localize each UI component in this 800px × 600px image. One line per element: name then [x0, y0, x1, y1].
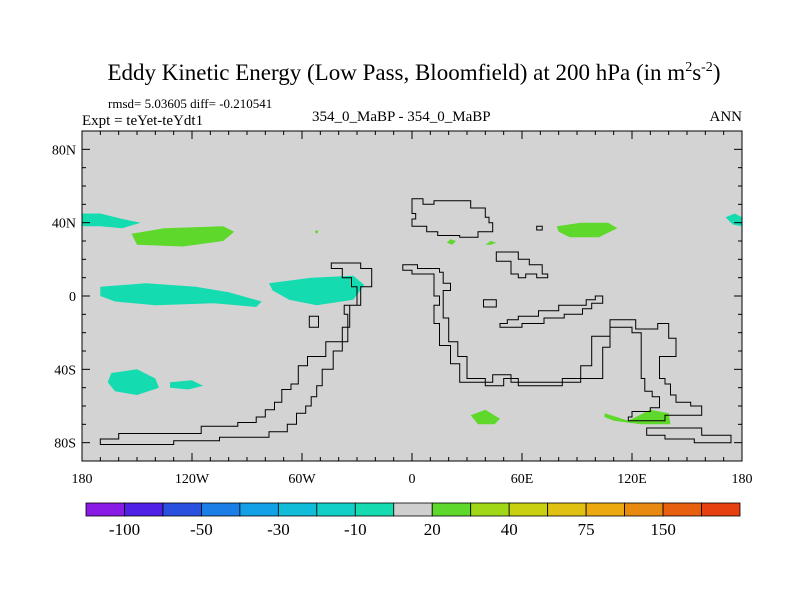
expt-label: Expt = teYet-teYdt1: [82, 113, 203, 129]
title-close: ): [713, 60, 721, 85]
colorbar-swatch: [508, 502, 549, 517]
contour-asia-ridge: [495, 251, 549, 279]
lon-tick-label: 0: [409, 472, 416, 487]
colorbar-swatch: [162, 502, 202, 517]
case-label: 354_0_MaBP - 354_0_MaBP: [312, 109, 491, 125]
colorbar-swatch: [624, 502, 664, 517]
colorbar-swatch: [277, 502, 318, 517]
lat-tick-label: 80S: [54, 437, 76, 452]
colorbar-swatch: [585, 502, 625, 517]
anomaly-cyan-s-pacific-small: [170, 380, 203, 390]
colorbar-label: -10: [344, 520, 367, 539]
title-sup-1: 2: [685, 60, 692, 75]
colorbar-label: 20: [424, 520, 441, 539]
lon-tick-label: 120E: [617, 472, 647, 487]
lon-tick-label: 60E: [511, 472, 534, 487]
colorbar-swatch: [85, 502, 125, 517]
colorbar-label: -50: [190, 520, 213, 539]
title-s: s: [692, 60, 701, 85]
contour-atlantic-blob: [402, 264, 703, 422]
map-frame: [81, 130, 743, 462]
contour-n-africa-blob: [411, 198, 494, 238]
contour-pacific-central-blob: [99, 262, 373, 445]
zero-contour-layer: [99, 198, 732, 445]
lat-tick-label: 40S: [54, 363, 76, 378]
lat-tick-label: 0: [69, 290, 76, 305]
lon-tick-label: 180: [732, 472, 753, 487]
contour-atlantic-islands: [308, 315, 319, 328]
colorbar-swatch: [354, 502, 395, 517]
colorbar: -100 -50 -30 -10 20 40 75 150: [85, 502, 741, 539]
chart-title: Eddy Kinetic Energy (Low Pass, Bloomfiel…: [108, 60, 721, 85]
anomaly-green-n-pacific: [131, 226, 235, 247]
lon-tick-label: 180: [72, 472, 93, 487]
colorbar-label: 75: [578, 520, 595, 539]
colorbar-swatch: [393, 502, 433, 517]
anomaly-cyan-s-pacific: [107, 369, 159, 395]
season-label: ANN: [710, 109, 743, 125]
colorbar-swatch: [431, 502, 472, 517]
lon-tick-label: 60W: [288, 472, 316, 487]
contour-indo-arc: [499, 295, 604, 328]
anomaly-cyan-e-pacific: [269, 275, 365, 306]
stats-label: rmsd= 5.03605 diff= -0.210541: [108, 96, 272, 111]
map-area: 80N 40N 0 40S 80S 180 120W 60W 0 60E 120E 180: [52, 130, 753, 487]
anomaly-green-arabia-tiny: [446, 239, 456, 245]
colorbar-swatch: [201, 502, 241, 517]
anomaly-cyan-nw-pacific: [82, 213, 141, 229]
colorbar-label: 150: [650, 520, 676, 539]
axis-ticks: 80N 40N 0 40S 80S 180 120W 60W 0 60E 120E 180: [52, 130, 753, 487]
colorbar-swatch: [470, 502, 510, 517]
title-main: Eddy Kinetic Energy (Low Pass, Bloomfiel…: [108, 60, 686, 85]
colorbar-label: -30: [267, 520, 290, 539]
contour-indian-small-box: [483, 299, 497, 308]
colorbar-swatch: [239, 502, 279, 517]
colorbar-swatch: [316, 502, 356, 517]
colorbar-swatch: [662, 502, 702, 517]
lat-tick-label: 80N: [52, 143, 76, 158]
anomaly-green-s-atlantic: [470, 409, 500, 425]
contour-e-asia-small-box: [536, 225, 543, 231]
anomaly-green-e-asia: [556, 222, 618, 238]
title-sup-2: -2: [701, 60, 713, 75]
contour-s-indian-arc: [646, 427, 732, 444]
colorbar-label: 40: [501, 520, 518, 539]
anomaly-layer: [82, 213, 742, 425]
lon-tick-label: 120W: [175, 472, 210, 487]
colorbar-swatch: [701, 502, 741, 517]
colorbar-swatch: [124, 502, 164, 517]
lat-tick-label: 40N: [52, 217, 76, 232]
anomaly-cyan-tropical-pacific: [100, 283, 262, 307]
colorbar-label: -100: [109, 520, 140, 539]
colorbar-swatch: [547, 502, 587, 517]
anomaly-green-n-atlantic-tiny: [314, 230, 319, 234]
anomaly-green-asia-small: [485, 241, 497, 245]
